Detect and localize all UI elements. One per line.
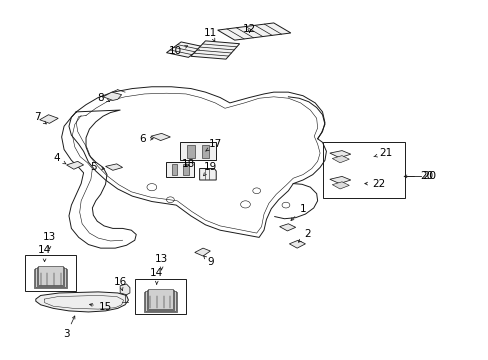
Text: 14: 14 (150, 268, 163, 284)
Text: 10: 10 (168, 46, 187, 56)
Bar (187, 145, 194, 158)
Bar (39, 266, 63, 285)
Bar (202, 145, 209, 158)
Text: 19: 19 (203, 162, 217, 176)
Bar (34, 269, 67, 288)
Bar (183, 164, 188, 175)
Text: 17: 17 (205, 139, 222, 151)
Polygon shape (217, 23, 290, 40)
Bar (165, 162, 194, 177)
Bar (148, 289, 172, 309)
Text: 2: 2 (298, 229, 310, 242)
Text: 8: 8 (97, 93, 109, 103)
Polygon shape (279, 224, 295, 231)
Text: 6: 6 (139, 134, 153, 144)
Text: 14: 14 (38, 245, 51, 262)
Text: 18: 18 (182, 159, 195, 169)
Polygon shape (329, 176, 350, 184)
Polygon shape (331, 182, 348, 189)
Bar (37, 267, 64, 286)
Polygon shape (289, 240, 305, 248)
Text: 21: 21 (373, 148, 392, 158)
Text: 12: 12 (242, 24, 256, 35)
Text: 1: 1 (290, 204, 305, 220)
Polygon shape (331, 156, 348, 163)
Text: 16: 16 (113, 277, 126, 291)
Bar (180, 142, 216, 160)
Polygon shape (120, 284, 130, 295)
Polygon shape (199, 168, 216, 180)
Bar (36, 268, 66, 287)
Bar (145, 291, 175, 311)
Bar (322, 142, 405, 198)
Text: 20: 20 (422, 171, 436, 181)
Text: 3: 3 (63, 316, 75, 339)
Polygon shape (194, 248, 210, 256)
Text: 9: 9 (203, 256, 213, 267)
Polygon shape (103, 92, 122, 100)
Polygon shape (105, 164, 122, 170)
Text: 5: 5 (90, 162, 104, 172)
Polygon shape (66, 161, 83, 169)
Polygon shape (166, 42, 203, 57)
Text: 20: 20 (404, 171, 432, 181)
Text: 13: 13 (155, 254, 168, 270)
Text: 7: 7 (34, 112, 46, 124)
Text: 11: 11 (203, 28, 217, 41)
Text: 15: 15 (89, 302, 112, 312)
Text: 13: 13 (43, 232, 56, 249)
Bar (143, 292, 177, 312)
Bar (146, 290, 174, 310)
Polygon shape (40, 115, 58, 123)
Polygon shape (329, 150, 350, 158)
Polygon shape (36, 292, 128, 312)
Bar (135, 279, 185, 315)
Text: 4: 4 (53, 153, 66, 164)
Polygon shape (151, 134, 170, 140)
Text: 22: 22 (364, 179, 385, 189)
Polygon shape (190, 41, 239, 59)
Bar (25, 255, 76, 291)
Bar (171, 164, 177, 175)
